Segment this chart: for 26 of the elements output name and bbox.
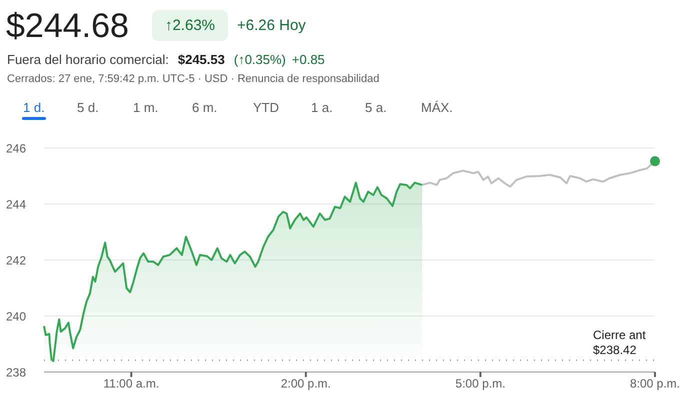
x-tick-label: 11:00 a.m.	[103, 376, 160, 391]
text: ↑2.63%	[152, 10, 228, 41]
y-tick-label: 246	[6, 141, 26, 156]
y-tick-label: 244	[6, 197, 26, 212]
text: MÁX.	[421, 100, 453, 115]
text: (↑0.35%)	[234, 52, 286, 67]
y-tick-label: 242	[6, 253, 26, 268]
ref-line-label: Cierre ant $238.42	[593, 328, 646, 358]
x-tick-label: 5:00 p.m.	[455, 376, 506, 391]
y-tick-label: 238	[6, 365, 26, 380]
text: +6.26 Hoy	[237, 16, 306, 36]
text: 5 a.	[365, 100, 387, 115]
text: YTD	[253, 100, 279, 115]
text: +0.85	[292, 52, 325, 67]
text: 5 d.	[77, 100, 99, 115]
y-tick-label: 240	[6, 309, 26, 324]
text: 1 d.	[23, 100, 45, 115]
text: Cerrados: 27 ene, 7:59:42 p.m. UTC-5 · USD · Renuncia de responsabilidad	[7, 73, 380, 85]
text: Fuera del horario comercial:	[7, 52, 169, 67]
x-tick-label: 2:00 p.m.	[280, 376, 331, 391]
chart-title: $244.68	[6, 6, 129, 46]
text: 6 m.	[192, 100, 218, 115]
x-tick-label: 8:00 p.m.	[630, 376, 680, 391]
text: 1 m.	[133, 100, 158, 115]
text: $245.53	[178, 52, 225, 67]
text: 1 a.	[311, 100, 333, 115]
